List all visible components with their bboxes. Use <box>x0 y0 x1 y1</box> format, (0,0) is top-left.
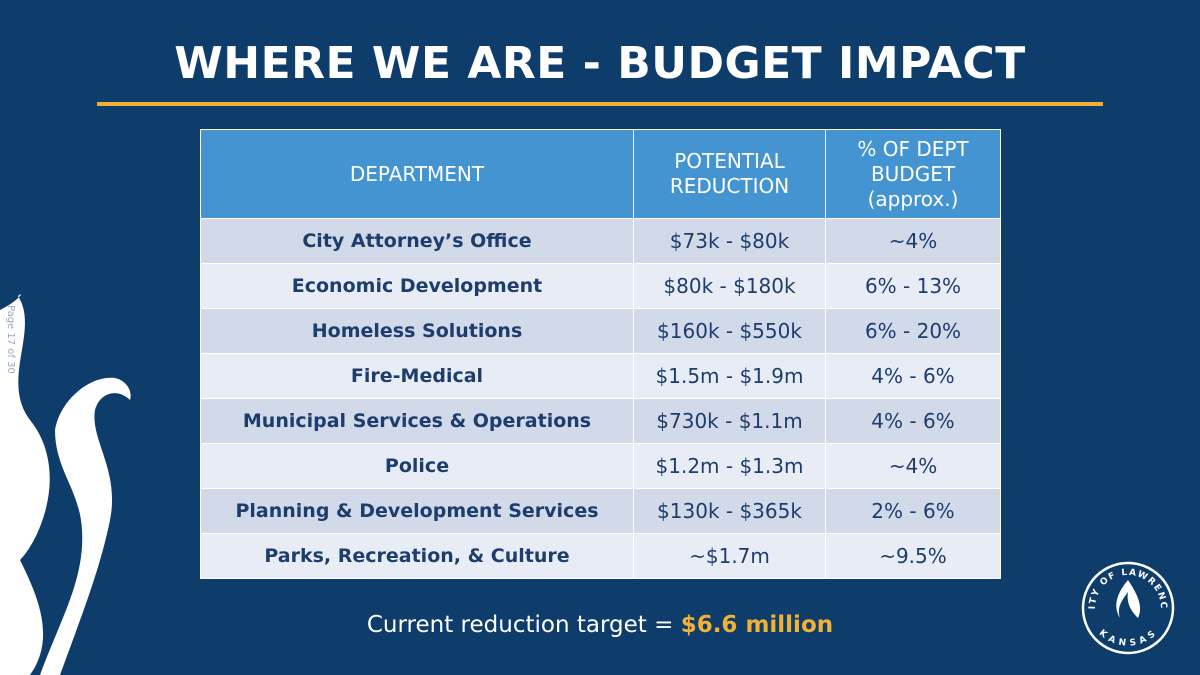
value-cell: $730k - $1.1m <box>633 398 826 444</box>
budget-table: DEPARTMENT POTENTIAL REDUCTION % OF DEPT B… <box>200 129 1001 579</box>
value-cell: ~4% <box>825 218 1001 264</box>
value-cell: $1.2m - $1.3m <box>633 443 826 489</box>
department-cell: Parks, Recreation, & Culture <box>200 533 634 579</box>
flame-left <box>0 294 50 675</box>
table-row: Fire-Medical $1.5m - $1.9m 4% - 6% <box>200 353 1001 399</box>
table-row: Municipal Services & Operations $730k - $… <box>200 398 1001 444</box>
value-cell: 2% - 6% <box>825 488 1001 534</box>
value-cell: $160k - $550k <box>633 308 826 354</box>
value-cell: 4% - 6% <box>825 398 1001 444</box>
department-cell: Fire-Medical <box>200 353 634 399</box>
value-cell: 4% - 6% <box>825 353 1001 399</box>
side-note: Page 17 of 30 <box>5 305 16 374</box>
footer-highlight: $6.6 million <box>680 612 834 638</box>
value-cell: $80k - $180k <box>633 263 826 309</box>
column-header-text: DEPARTMENT <box>349 161 485 186</box>
table-row: City Attorney’s Office $73k - $80k ~4% <box>200 218 1001 264</box>
department-cell: Economic Development <box>200 263 634 309</box>
logo-ring <box>1081 561 1175 655</box>
logo-flame <box>1116 580 1141 618</box>
department-cell: Municipal Services & Operations <box>200 398 634 444</box>
value-cell: ~$1.7m <box>633 533 826 579</box>
value-cell: ~9.5% <box>825 533 1001 579</box>
value-cell: 6% - 20% <box>825 308 1001 354</box>
department-cell: Homeless Solutions <box>200 308 634 354</box>
table-row: Planning & Development Services $130k - $… <box>200 488 1001 534</box>
title: WHERE WE ARE - BUDGET IMPACT <box>174 38 1026 89</box>
table-row: Homeless Solutions $160k - $550k 6% - 20% <box>200 308 1001 354</box>
table-row: Parks, Recreation, & Culture ~$1.7m ~9.5% <box>200 533 1001 579</box>
column-header: % OF DEPT BUDGET (approx.) <box>825 129 1001 219</box>
value-cell: $130k - $365k <box>633 488 826 534</box>
column-header: DEPARTMENT <box>200 129 634 219</box>
value-cell: 6% - 13% <box>825 263 1001 309</box>
flame-bird <box>40 377 131 675</box>
department-cell: Police <box>200 443 634 489</box>
value-cell: $1.5m - $1.9m <box>633 353 826 399</box>
department-cell: Planning & Development Services <box>200 488 634 534</box>
column-header-text: % OF DEPT BUDGET (approx.) <box>857 136 969 211</box>
column-header-text: POTENTIAL REDUCTION <box>669 149 790 198</box>
value-cell: ~4% <box>825 443 1001 489</box>
table-row: Economic Development $80k - $180k 6% - 13% <box>200 263 1001 309</box>
footer: Current reduction target = $6.6 million <box>0 612 1200 638</box>
department-cell: City Attorney’s Office <box>200 218 634 264</box>
column-header: POTENTIAL REDUCTION <box>633 129 826 219</box>
table-row: Police $1.2m - $1.3m ~4% <box>200 443 1001 489</box>
footer-label: Current reduction target = <box>366 612 681 638</box>
value-cell: $73k - $80k <box>633 218 826 264</box>
title-rule <box>97 102 1103 106</box>
header-row: DEPARTMENT POTENTIAL REDUCTION % OF DEPT B… <box>200 129 1001 219</box>
